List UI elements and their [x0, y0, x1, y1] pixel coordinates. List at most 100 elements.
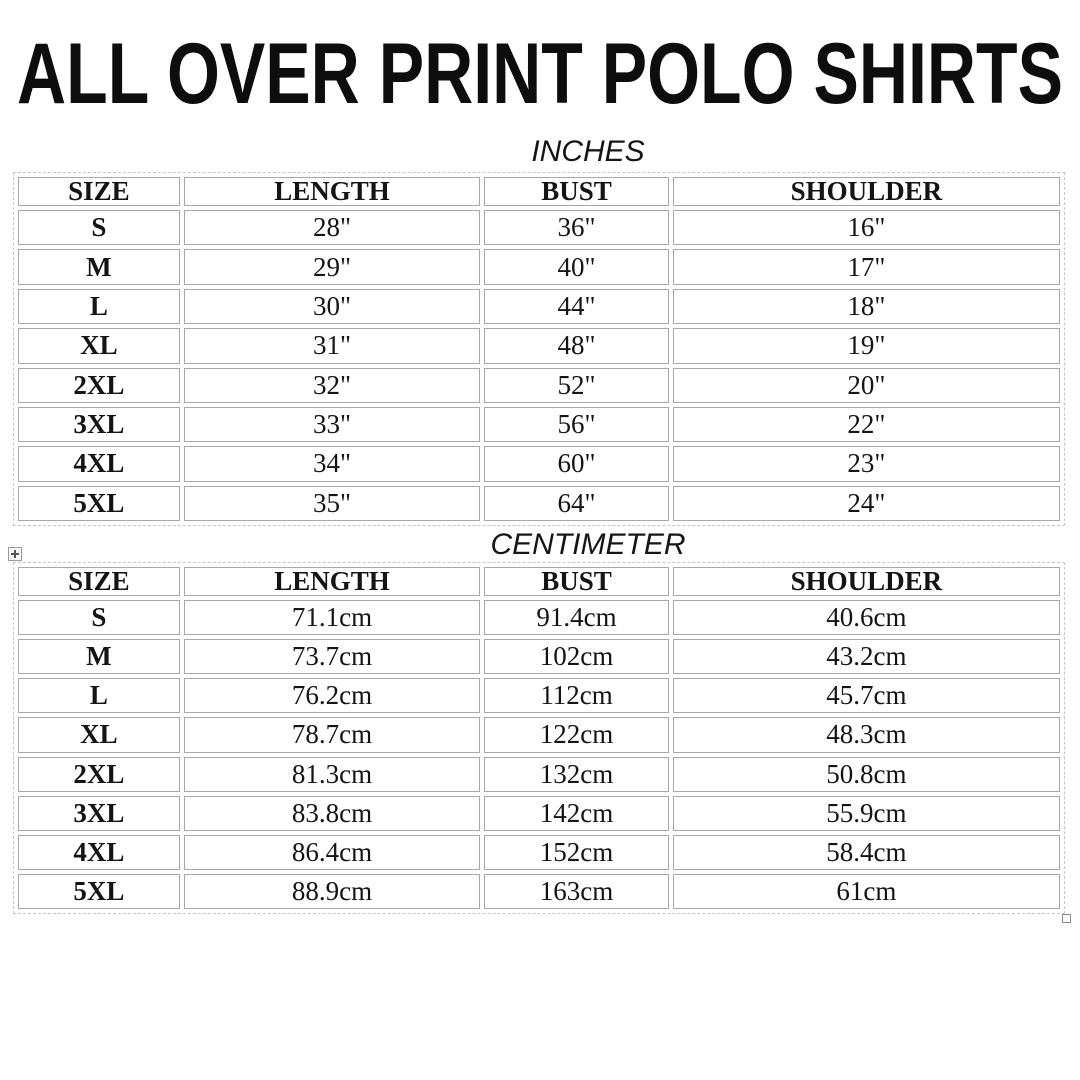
measurement-cell: 132cm [484, 756, 669, 792]
measurement-cell: 112cm [484, 678, 669, 714]
size-cell: S [18, 600, 180, 636]
measurement-cell: 76.2cm [183, 678, 481, 714]
measurement-cell: 43.2cm [672, 639, 1060, 675]
measurement-cell: 24" [672, 485, 1060, 521]
table-row: XL 78.7cm 122cm 48.3cm [18, 717, 1060, 753]
measurement-cell: 31" [183, 328, 481, 364]
measurement-cell: 58.4cm [672, 834, 1060, 870]
measurement-cell: 44" [484, 288, 669, 325]
measurement-cell: 28" [183, 210, 481, 246]
size-cell: M [18, 249, 180, 285]
table-row: 3XL 33" 56" 22" [18, 406, 1060, 443]
measurement-cell: 88.9cm [183, 873, 481, 909]
column-header-bust: BUST [484, 567, 669, 596]
measurement-cell: 50.8cm [672, 756, 1060, 792]
measurement-cell: 16" [672, 210, 1060, 246]
measurement-cell: 122cm [484, 717, 669, 753]
measurement-cell: 71.1cm [183, 600, 481, 636]
table-row: XL 31" 48" 19" [18, 328, 1060, 364]
table-row: 5XL 88.9cm 163cm 61cm [18, 873, 1060, 909]
measurement-cell: 61cm [672, 873, 1060, 909]
measurement-cell: 83.8cm [183, 795, 481, 831]
table-row: L 30" 44" 18" [18, 288, 1060, 325]
column-header-bust: BUST [484, 177, 669, 206]
size-cell: 5XL [18, 873, 180, 909]
size-cell: L [18, 288, 180, 325]
table-row: 4XL 86.4cm 152cm 58.4cm [18, 834, 1060, 870]
measurement-cell: 81.3cm [183, 756, 481, 792]
measurement-cell: 73.7cm [183, 639, 481, 675]
page-title-svg: ALL OVER PRINT POLO SHIRTS [17, 26, 1063, 116]
measurement-cell: 30" [183, 288, 481, 325]
table-row: 3XL 83.8cm 142cm 55.9cm [18, 795, 1060, 831]
measurement-cell: 60" [484, 446, 669, 482]
measurement-cell: 56" [484, 406, 669, 443]
table-row: S 71.1cm 91.4cm 40.6cm [18, 600, 1060, 636]
size-cell: 3XL [18, 795, 180, 831]
measurement-cell: 48.3cm [672, 717, 1060, 753]
measurement-cell: 17" [672, 249, 1060, 285]
measurement-cell: 20" [672, 367, 1060, 403]
measurement-cell: 52" [484, 367, 669, 403]
header-row: SIZE LENGTH BUST SHOULDER [18, 567, 1060, 596]
measurement-cell: 19" [672, 328, 1060, 364]
table-row: S 28" 36" 16" [18, 210, 1060, 246]
size-cell: XL [18, 328, 180, 364]
inches-table-container: SIZE LENGTH BUST SHOULDER S 28" 36" 16" M 29" 40"… [13, 172, 1065, 526]
inches-section-label: INCHES [531, 135, 645, 168]
measurement-cell: 102cm [484, 639, 669, 675]
measurement-cell: 48" [484, 328, 669, 364]
measurement-cell: 64" [484, 485, 669, 521]
size-cell: 5XL [18, 485, 180, 521]
table-row: M 29" 40" 17" [18, 249, 1060, 285]
header-row: SIZE LENGTH BUST SHOULDER [18, 177, 1060, 206]
column-header-length: LENGTH [183, 567, 481, 596]
measurement-cell: 36" [484, 210, 669, 246]
table-row: 4XL 34" 60" 23" [18, 446, 1060, 482]
size-cell: 4XL [18, 834, 180, 870]
centimeter-size-table: SIZE LENGTH BUST SHOULDER S 71.1cm 91.4cm 40.6… [14, 563, 1064, 913]
column-header-size: SIZE [18, 177, 180, 206]
measurement-cell: 40.6cm [672, 600, 1060, 636]
column-header-size: SIZE [18, 567, 180, 596]
measurement-cell: 22" [672, 406, 1060, 443]
measurement-cell: 163cm [484, 873, 669, 909]
page-title: ALL OVER PRINT POLO SHIRTS [17, 26, 1063, 116]
table-row: M 73.7cm 102cm 43.2cm [18, 639, 1060, 675]
measurement-cell: 33" [183, 406, 481, 443]
size-cell: 4XL [18, 446, 180, 482]
measurement-cell: 78.7cm [183, 717, 481, 753]
table-row: 2XL 32" 52" 20" [18, 367, 1060, 403]
measurement-cell: 142cm [484, 795, 669, 831]
measurement-cell: 45.7cm [672, 678, 1060, 714]
size-cell: 2XL [18, 756, 180, 792]
measurement-cell: 91.4cm [484, 600, 669, 636]
measurement-cell: 29" [183, 249, 481, 285]
measurement-cell: 152cm [484, 834, 669, 870]
measurement-cell: 23" [672, 446, 1060, 482]
measurement-cell: 18" [672, 288, 1060, 325]
measurement-cell: 86.4cm [183, 834, 481, 870]
table-row: L 76.2cm 112cm 45.7cm [18, 678, 1060, 714]
measurement-cell: 40" [484, 249, 669, 285]
measurement-cell: 32" [183, 367, 481, 403]
centimeter-section-label: CENTIMETER [490, 528, 686, 561]
inches-size-table: SIZE LENGTH BUST SHOULDER S 28" 36" 16" M 29" 40"… [14, 173, 1064, 525]
table-move-handle-icon[interactable] [8, 547, 22, 561]
size-cell: 3XL [18, 406, 180, 443]
size-cell: L [18, 678, 180, 714]
table-resize-handle-icon[interactable] [1062, 914, 1071, 923]
column-header-shoulder: SHOULDER [672, 567, 1060, 596]
centimeter-table-container: SIZE LENGTH BUST SHOULDER S 71.1cm 91.4cm 40.6… [13, 562, 1065, 914]
size-cell: 2XL [18, 367, 180, 403]
table-row: 2XL 81.3cm 132cm 50.8cm [18, 756, 1060, 792]
column-header-length: LENGTH [183, 177, 481, 206]
move-handle-cross-bar [14, 550, 16, 558]
measurement-cell: 55.9cm [672, 795, 1060, 831]
column-header-shoulder: SHOULDER [672, 177, 1060, 206]
size-cell: XL [18, 717, 180, 753]
table-row: 5XL 35" 64" 24" [18, 485, 1060, 521]
size-cell: S [18, 210, 180, 246]
size-cell: M [18, 639, 180, 675]
